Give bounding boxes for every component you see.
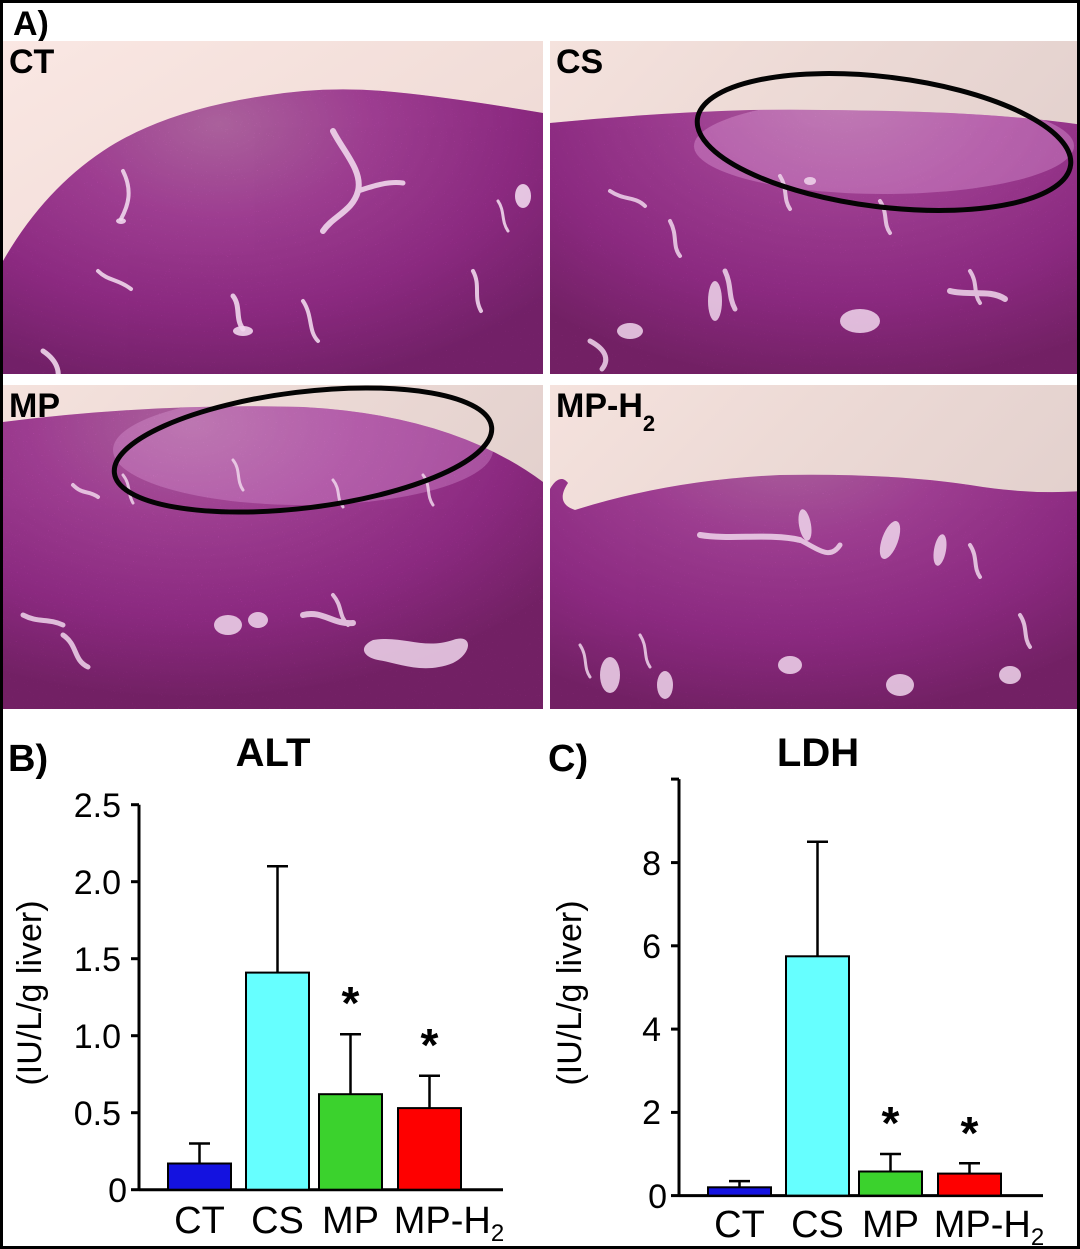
- svg-text:B): B): [8, 738, 48, 780]
- svg-text:*: *: [961, 1107, 979, 1159]
- svg-text:4: 4: [642, 1011, 661, 1049]
- svg-text:MP: MP: [862, 1204, 919, 1246]
- svg-text:6: 6: [642, 928, 661, 966]
- svg-text:1.0: 1.0: [74, 1018, 121, 1056]
- svg-text:0: 0: [648, 1178, 667, 1216]
- svg-text:*: *: [882, 1097, 900, 1149]
- svg-text:1.5: 1.5: [74, 941, 121, 979]
- svg-text:C): C): [548, 738, 588, 780]
- svg-text:(IU/L/g liver): (IU/L/g liver): [11, 900, 49, 1085]
- svg-text:CT: CT: [174, 1200, 225, 1242]
- svg-text:2.0: 2.0: [74, 864, 121, 902]
- svg-text:2: 2: [642, 1094, 661, 1132]
- svg-text:CS: CS: [791, 1204, 844, 1246]
- svg-text:MP: MP: [322, 1200, 379, 1242]
- svg-text:*: *: [342, 977, 360, 1029]
- svg-text:CT: CT: [714, 1204, 765, 1246]
- svg-text:MP-H2: MP-H2: [394, 1200, 504, 1247]
- svg-text:MP-H2: MP-H2: [934, 1204, 1044, 1249]
- svg-text:LDH: LDH: [777, 731, 859, 775]
- svg-text:ALT: ALT: [236, 731, 311, 775]
- svg-text:0.5: 0.5: [74, 1095, 121, 1133]
- svg-text:0: 0: [108, 1172, 127, 1210]
- svg-text:CS: CS: [251, 1200, 304, 1242]
- svg-text:8: 8: [642, 845, 661, 883]
- svg-text:2.5: 2.5: [74, 787, 121, 825]
- svg-text:(IU/L/g liver): (IU/L/g liver): [551, 900, 589, 1085]
- svg-text:*: *: [421, 1019, 439, 1071]
